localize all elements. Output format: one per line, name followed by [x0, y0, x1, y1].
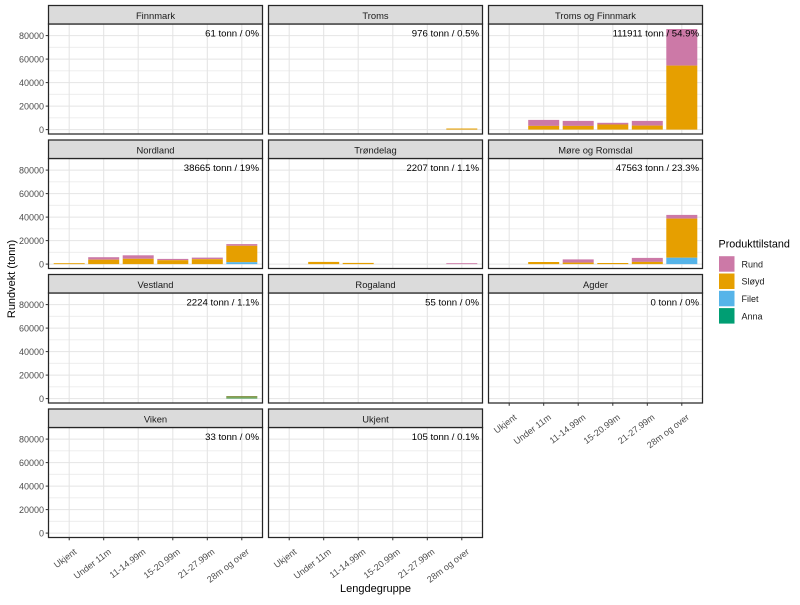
svg-text:0: 0 — [39, 394, 44, 404]
svg-text:60000: 60000 — [19, 323, 44, 333]
svg-text:Rogaland: Rogaland — [355, 279, 395, 290]
svg-text:Sløyd: Sløyd — [742, 277, 765, 287]
svg-text:20000: 20000 — [19, 236, 44, 246]
svg-text:Ukjent: Ukjent — [362, 414, 389, 425]
svg-text:0: 0 — [39, 259, 44, 269]
svg-text:20000: 20000 — [19, 101, 44, 111]
svg-text:2207 tonn / 1.1%: 2207 tonn / 1.1% — [406, 163, 479, 174]
svg-text:47563 tonn / 23.3%: 47563 tonn / 23.3% — [616, 163, 700, 174]
svg-text:0: 0 — [39, 125, 44, 135]
svg-text:111911 tonn / 54.9%: 111911 tonn / 54.9% — [613, 29, 700, 40]
svg-text:33 tonn / 0%: 33 tonn / 0% — [205, 432, 259, 443]
svg-text:Viken: Viken — [144, 414, 167, 425]
svg-text:Troms og Finnmark: Troms og Finnmark — [555, 10, 636, 21]
svg-text:Nordland: Nordland — [136, 145, 174, 156]
svg-text:55 tonn / 0%: 55 tonn / 0% — [425, 298, 479, 309]
svg-text:Produkttilstand: Produkttilstand — [719, 239, 790, 251]
svg-text:80000: 80000 — [19, 165, 44, 175]
svg-text:105 tonn / 0.1%: 105 tonn / 0.1% — [412, 432, 480, 443]
svg-text:Finnmark: Finnmark — [136, 10, 175, 21]
svg-text:61 tonn / 0%: 61 tonn / 0% — [205, 29, 259, 40]
svg-text:20000: 20000 — [19, 370, 44, 380]
svg-text:40000: 40000 — [19, 347, 44, 357]
svg-text:40000: 40000 — [19, 78, 44, 88]
svg-text:Anna: Anna — [742, 311, 763, 321]
svg-text:80000: 80000 — [19, 31, 44, 41]
svg-text:976 tonn / 0.5%: 976 tonn / 0.5% — [412, 29, 480, 40]
svg-text:2224 tonn / 1.1%: 2224 tonn / 1.1% — [186, 298, 259, 309]
svg-text:60000: 60000 — [19, 458, 44, 468]
svg-text:Trøndelag: Trøndelag — [354, 145, 396, 156]
svg-text:Møre og Romsdal: Møre og Romsdal — [558, 145, 633, 156]
svg-text:40000: 40000 — [19, 212, 44, 222]
svg-text:Vestland: Vestland — [138, 279, 174, 290]
svg-text:40000: 40000 — [19, 481, 44, 491]
svg-text:60000: 60000 — [19, 189, 44, 199]
svg-text:20000: 20000 — [19, 505, 44, 515]
svg-text:Rund: Rund — [742, 259, 764, 269]
svg-text:Rundvekt (tonn): Rundvekt (tonn) — [6, 240, 18, 318]
svg-text:Filet: Filet — [742, 294, 760, 304]
svg-text:Troms: Troms — [362, 10, 389, 21]
svg-text:38665 tonn / 19%: 38665 tonn / 19% — [184, 163, 260, 174]
svg-text:0 tonn / 0%: 0 tonn / 0% — [650, 298, 699, 309]
svg-text:60000: 60000 — [19, 54, 44, 64]
svg-text:Lengdegruppe: Lengdegruppe — [340, 583, 411, 595]
svg-text:80000: 80000 — [19, 300, 44, 310]
svg-text:80000: 80000 — [19, 434, 44, 444]
svg-text:0: 0 — [39, 528, 44, 538]
svg-text:Agder: Agder — [583, 279, 608, 290]
